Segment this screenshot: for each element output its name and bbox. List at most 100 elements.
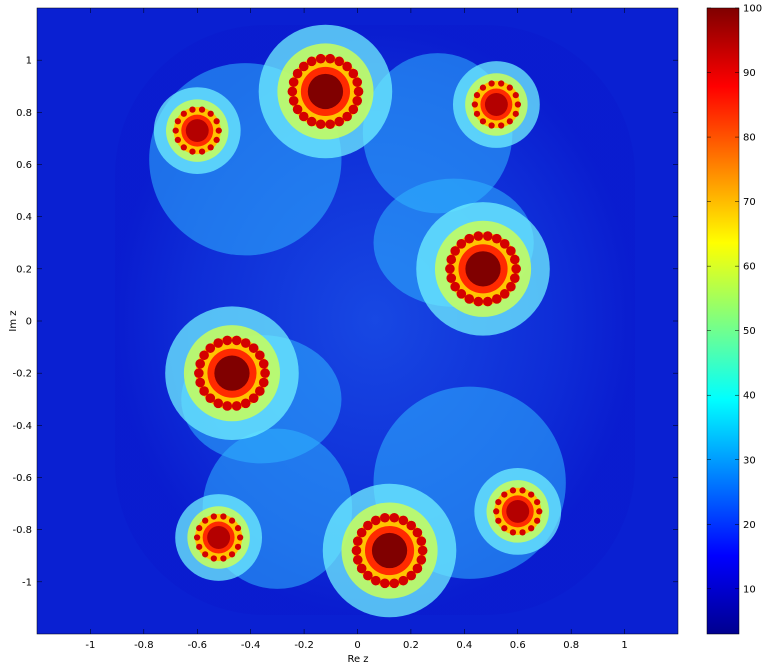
y-tick-label: 0.2 (16, 264, 32, 275)
fractal-bead (342, 112, 352, 122)
fractal-bead (349, 69, 359, 79)
fractal-core (186, 119, 209, 142)
fractal-bead (492, 234, 502, 244)
fractal-core (214, 356, 249, 391)
fractal-bead (255, 350, 265, 360)
fractal-bead (536, 508, 542, 514)
y-tick-label: 0.4 (16, 212, 32, 223)
colorbar-tick-label: 50 (743, 326, 756, 337)
colorbar-tick-label: 90 (743, 68, 756, 79)
fractal-core (485, 93, 508, 116)
fractal-bead (199, 386, 209, 396)
fractal-bead (195, 359, 205, 369)
fractal-bead (205, 343, 215, 353)
fractal-bead (380, 513, 390, 523)
fractal-bead (519, 529, 525, 535)
fractal-bead (259, 378, 269, 388)
fractal-bead (289, 96, 299, 106)
fractal-bead (357, 564, 367, 574)
fractal-bead (513, 92, 519, 98)
fractal-bead (472, 101, 478, 107)
fractal-bead (353, 536, 363, 546)
fractal-bead (325, 119, 335, 129)
fractal-bead (195, 378, 205, 388)
fractal-bead (208, 111, 214, 117)
fractal-bead (507, 118, 513, 124)
colorbar-tick-label: 60 (743, 262, 756, 273)
x-tick-label: 0.6 (510, 640, 526, 651)
fractal-bead (389, 513, 399, 523)
fractal-bead (181, 144, 187, 150)
fractal-bead (173, 127, 179, 133)
fractal-bead (450, 282, 460, 292)
fractal-bead (196, 544, 202, 550)
fractal-bead (220, 513, 226, 519)
y-tick-label: -0.8 (12, 525, 32, 536)
fractal-bead (534, 518, 540, 524)
fractal-bead (413, 528, 423, 538)
fractal-bead (211, 555, 217, 561)
fractal-bead (229, 551, 235, 557)
fractal-bead (528, 525, 534, 531)
fractal-bead (417, 555, 427, 565)
fractal-bead (334, 117, 344, 127)
fractal-bead (237, 534, 243, 540)
fractal-bead (235, 525, 241, 531)
x-tick-label: -0.6 (187, 640, 207, 651)
fractal-bead (498, 80, 504, 86)
fractal-bead (474, 231, 484, 241)
colorbar: 102030405060708090100 (707, 4, 762, 635)
fractal-bead (519, 487, 525, 493)
y-tick-label: 0.6 (16, 160, 32, 171)
fractal-bead (334, 57, 344, 67)
y-tick-label: -0.4 (12, 421, 32, 432)
fractal-bead (510, 487, 516, 493)
fractal-bead (510, 529, 516, 535)
y-tick-label: -0.6 (12, 473, 32, 484)
fractal-bead (325, 54, 335, 64)
fractal-bead (194, 368, 204, 378)
y-tick-label: 1 (26, 56, 32, 67)
fractal-bead (513, 111, 519, 117)
fractal-bead (464, 234, 474, 244)
plot-area (37, 8, 678, 634)
fractal-bead (211, 513, 217, 519)
fractal-bead (202, 518, 208, 524)
fractal-bead (399, 576, 409, 586)
fractal-bead (446, 273, 456, 283)
fractal-bead (241, 398, 251, 408)
fractal-bead (353, 555, 363, 565)
fractal-bead (495, 518, 501, 524)
fractal-bead (480, 118, 486, 124)
fractal-bead (216, 127, 222, 133)
fractal-bead (181, 111, 187, 117)
fractal-bead (492, 294, 502, 304)
fractal-core (465, 251, 500, 286)
fractal-bead (307, 57, 317, 67)
x-tick-label: -0.8 (134, 640, 154, 651)
fractal-bead (507, 85, 513, 91)
fractal-bead (446, 255, 456, 265)
y-tick-label: -0.2 (12, 369, 32, 380)
fractal-bead (249, 393, 259, 403)
fractal-bead (464, 294, 474, 304)
fractal-bead (493, 508, 499, 514)
fractal-bead (511, 264, 521, 274)
fractal-bead (189, 106, 195, 112)
fractal-bead (389, 579, 399, 589)
fractal-bead (506, 246, 516, 256)
fractal-bead (189, 148, 195, 154)
fractal-bead (213, 398, 223, 408)
fractal-bead (316, 54, 326, 64)
fractal-bead (510, 255, 520, 265)
fractal-bead (474, 297, 484, 307)
fractal-bead (457, 239, 467, 249)
fractal-bead (371, 576, 381, 586)
fractal-bead (515, 101, 521, 107)
fractal-bead (288, 87, 298, 97)
fractal-bead (352, 96, 362, 106)
colorbar-tick-label: 20 (743, 520, 756, 531)
fractal-bead (363, 521, 373, 531)
x-axis-label: Re z (347, 654, 368, 665)
fractal-bead (307, 117, 317, 127)
